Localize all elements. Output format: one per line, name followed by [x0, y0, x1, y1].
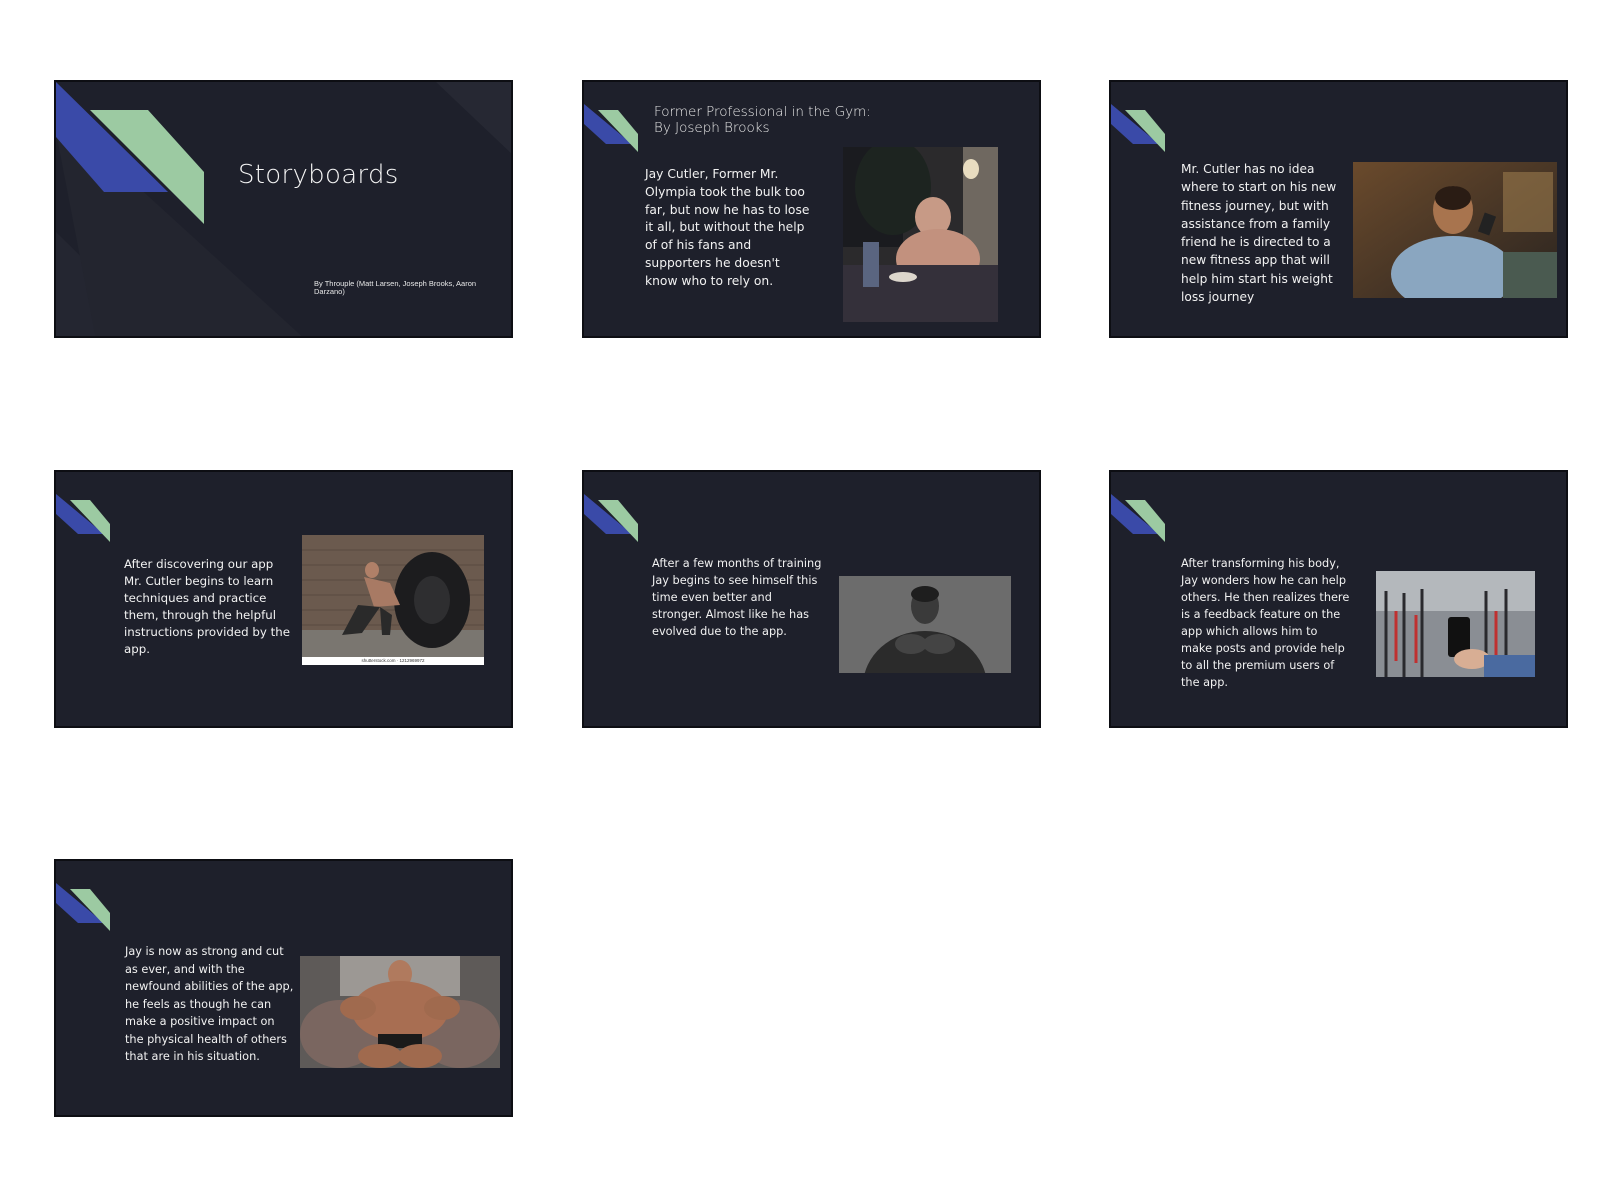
man-flipping-tire-photo: shutterstock.com · 1212969972 [302, 535, 484, 665]
slide-thumbnail-2[interactable]: Former Professional in the Gym: By Josep… [582, 80, 1041, 338]
slide-thumbnail-1[interactable]: Storyboards By Throuple (Matt Larsen, Jo… [54, 80, 513, 338]
slide-thumbnail-7[interactable]: Jay is now as strong and cut as ever, an… [54, 859, 513, 1117]
man-on-couch-with-phone-photo [1353, 162, 1557, 298]
slide-body-text: Jay Cutler, Former Mr. Olympia took the … [645, 167, 810, 288]
slide-body-text: After discovering our app Mr. Cutler beg… [124, 557, 290, 657]
slide-heading-line-2: By Joseph Brooks [654, 120, 770, 137]
presentation-byline: By Throuple (Matt Larsen, Joseph Brooks,… [314, 279, 477, 296]
corner-accent-shapes [56, 883, 110, 931]
slide-heading-line-1: Former Professional in the Gym: [654, 104, 871, 120]
hand-holding-phone-photo [1376, 571, 1535, 677]
slide-thumbnail-3[interactable]: Mr. Cutler has no idea where to start on… [1109, 80, 1568, 338]
corner-accent-shapes [584, 104, 638, 152]
slide-body-text: Jay is now as strong and cut as ever, an… [125, 945, 294, 1063]
muscular-man-portrait-photo [839, 576, 1011, 673]
slide-body-text: After a few months of training Jay begin… [652, 557, 822, 638]
slide-thumbnail-5[interactable]: After a few months of training Jay begin… [582, 470, 1041, 728]
man-eating-at-table-photo [843, 147, 998, 322]
photo-watermark-caption: shutterstock.com · 1212969972 [361, 658, 425, 663]
slide-body-text: Mr. Cutler has no idea where to start on… [1181, 162, 1337, 305]
corner-accent-shapes [1111, 104, 1165, 152]
title-accent-shapes [56, 82, 511, 336]
corner-accent-shapes [56, 494, 110, 542]
bodybuilder-in-armchair-photo [300, 956, 500, 1068]
slide-body-text: After transforming his body, Jay wonders… [1181, 557, 1350, 689]
corner-accent-shapes [584, 494, 638, 542]
slide-thumbnail-6[interactable]: After transforming his body, Jay wonders… [1109, 470, 1568, 728]
corner-accent-shapes [1111, 494, 1165, 542]
presentation-title: Storyboards [238, 160, 399, 190]
slide-heading: Former Professional in the Gym: By Josep… [654, 104, 871, 136]
slide-thumbnail-4[interactable]: After discovering our app Mr. Cutler beg… [54, 470, 513, 728]
